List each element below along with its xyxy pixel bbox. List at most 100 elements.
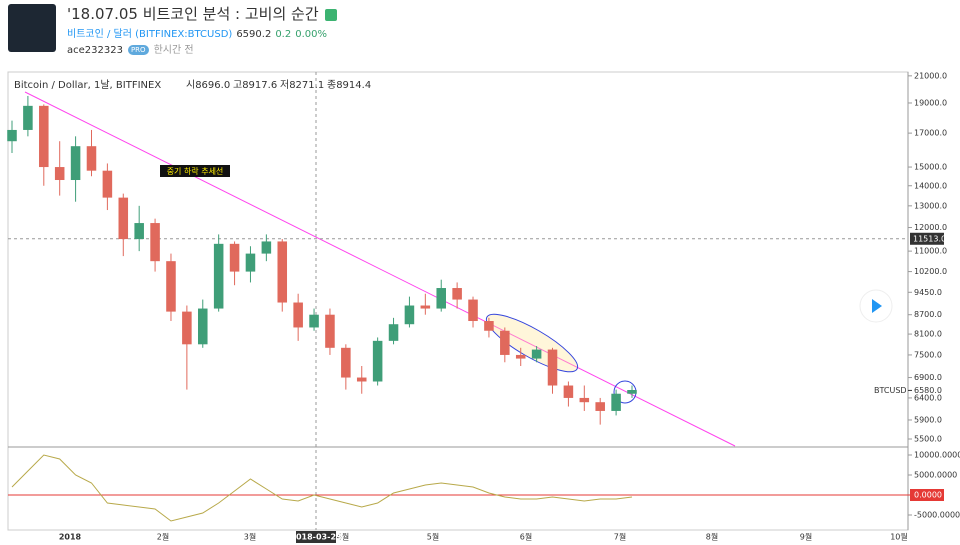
y-tick-label: 14000.0 xyxy=(914,181,947,190)
candle-body xyxy=(404,305,415,325)
candle-body xyxy=(229,243,240,272)
candle-body xyxy=(356,377,367,382)
candle-body xyxy=(7,129,17,142)
x-tick-label: 7월 xyxy=(614,532,626,542)
y-tick-label: 13000.0 xyxy=(914,201,947,210)
legend-low: 저8271.1 xyxy=(280,79,324,91)
candle-body xyxy=(150,223,160,262)
candle-body xyxy=(547,349,558,386)
candle-body xyxy=(627,390,637,394)
price: 6590.2 xyxy=(236,29,272,40)
candle-body xyxy=(134,223,144,240)
candle-body xyxy=(277,241,288,303)
y-tick-label: -5000.0000 xyxy=(914,511,960,520)
y-tick-label: 17000.0 xyxy=(914,129,947,138)
candle-body xyxy=(595,402,605,411)
legend-symbol: Bitcoin / Dollar, 1날, BITFINEX xyxy=(14,79,161,91)
x-tick-label: 9월 xyxy=(800,532,812,542)
candle-body xyxy=(388,324,399,341)
candle-body xyxy=(468,299,478,322)
annotation-box xyxy=(160,165,230,177)
candle-body xyxy=(579,397,590,403)
candle-body xyxy=(245,253,256,272)
crosshair-date: 2018-03-23 xyxy=(290,533,341,542)
user[interactable]: ace232323 xyxy=(67,45,123,56)
y-tick-label: 12000.0 xyxy=(914,223,947,232)
candle-body xyxy=(39,105,49,168)
y-tick-label: 15000.0 xyxy=(914,163,947,172)
legend-high: 고8917.6 xyxy=(233,80,277,91)
candle-body xyxy=(452,288,462,300)
candle-body xyxy=(436,288,446,309)
y-tick-label: 8700.0 xyxy=(914,310,942,319)
y-tick-label: 5900.0 xyxy=(914,415,942,424)
legend-open: 시8696.0 xyxy=(186,79,230,91)
last-symbol: BTCUSD xyxy=(874,386,907,395)
candle-body xyxy=(484,321,494,331)
candle-body xyxy=(86,146,97,171)
y-tick-label: 9450.0 xyxy=(914,288,942,297)
x-tick-label: 3월 xyxy=(244,532,256,542)
y-tick-label: 10200.0 xyxy=(914,267,947,276)
avatar[interactable] xyxy=(8,4,56,52)
candle-body xyxy=(261,241,272,254)
candle-body xyxy=(118,197,129,240)
candle-body xyxy=(54,167,65,181)
y-tick-label: 10000.0000 xyxy=(914,451,960,460)
y-tick-label: 19000.0 xyxy=(914,98,947,107)
x-tick-label: 10월 xyxy=(890,532,908,542)
candle-body xyxy=(309,314,319,328)
idea-title: '18.07.05 비트코인 분석 : 고비의 순간 xyxy=(67,3,337,24)
x-tick-label: 2018 xyxy=(59,533,82,542)
candle-body xyxy=(166,261,176,312)
author-line: ace232323 PRO 한시간 전 xyxy=(67,41,194,56)
symbol-name[interactable]: 비트코인 / 달러 xyxy=(67,29,132,40)
symbol-code[interactable]: (BITFINEX:BTCUSD) xyxy=(135,29,233,40)
legend-close: 종8914.4 xyxy=(327,79,371,91)
crosshair-badge xyxy=(910,232,944,245)
y-tick-label: 5000.0000 xyxy=(914,471,957,480)
candle-body xyxy=(372,340,383,382)
candle-body xyxy=(182,311,192,345)
x-tick-label: 5월 xyxy=(427,532,439,542)
y-tick-label: 21000.0 xyxy=(914,71,947,80)
y-tick-label: 6900.0 xyxy=(914,373,942,382)
candle-body xyxy=(23,105,33,130)
candle-body xyxy=(102,170,113,198)
trend-line xyxy=(24,91,736,447)
candle-body xyxy=(420,305,431,309)
title: '18.07.05 비트코인 분석 : 고비의 순간 xyxy=(67,5,319,23)
change-pct: 0.00% xyxy=(295,29,327,40)
pro-badge: PRO xyxy=(127,45,149,55)
x-tick-label: 2월 xyxy=(157,532,169,542)
chart-frame xyxy=(7,71,909,531)
y-tick-label: 11000.0 xyxy=(914,247,947,256)
candle-body xyxy=(500,330,510,355)
zero-badge xyxy=(910,489,944,501)
play-icon xyxy=(872,299,882,313)
change: 0.2 xyxy=(275,29,292,40)
y-tick-label: 5500.0 xyxy=(914,435,942,444)
symbol-line: 비트코인 / 달러 (BITFINEX:BTCUSD) 6590.2 0.2 0.00… xyxy=(67,25,327,40)
x-tick-label: 4월 xyxy=(337,532,349,542)
y-tick-label: 6400.0 xyxy=(914,393,942,402)
crosshair-date-badge xyxy=(296,531,336,543)
candle-body xyxy=(70,146,81,181)
y-tick-label: 7500.0 xyxy=(914,350,942,359)
candle-body xyxy=(213,243,224,309)
x-tick-label: 6월 xyxy=(520,532,532,542)
candle-body xyxy=(563,385,574,398)
oscillator-line xyxy=(11,454,633,522)
y-tick-label: 8100.0 xyxy=(914,330,942,339)
candle-body xyxy=(198,308,208,345)
annotation: 중기 하락 추세선 xyxy=(167,166,224,176)
time: 한시간 전 xyxy=(153,45,194,56)
candle-body xyxy=(515,354,526,359)
candle-body xyxy=(325,314,335,348)
y-tick-label: 0.0000 xyxy=(914,491,942,500)
x-tick-label: 8월 xyxy=(706,532,718,542)
candle-body xyxy=(611,393,621,411)
badge xyxy=(324,8,337,21)
